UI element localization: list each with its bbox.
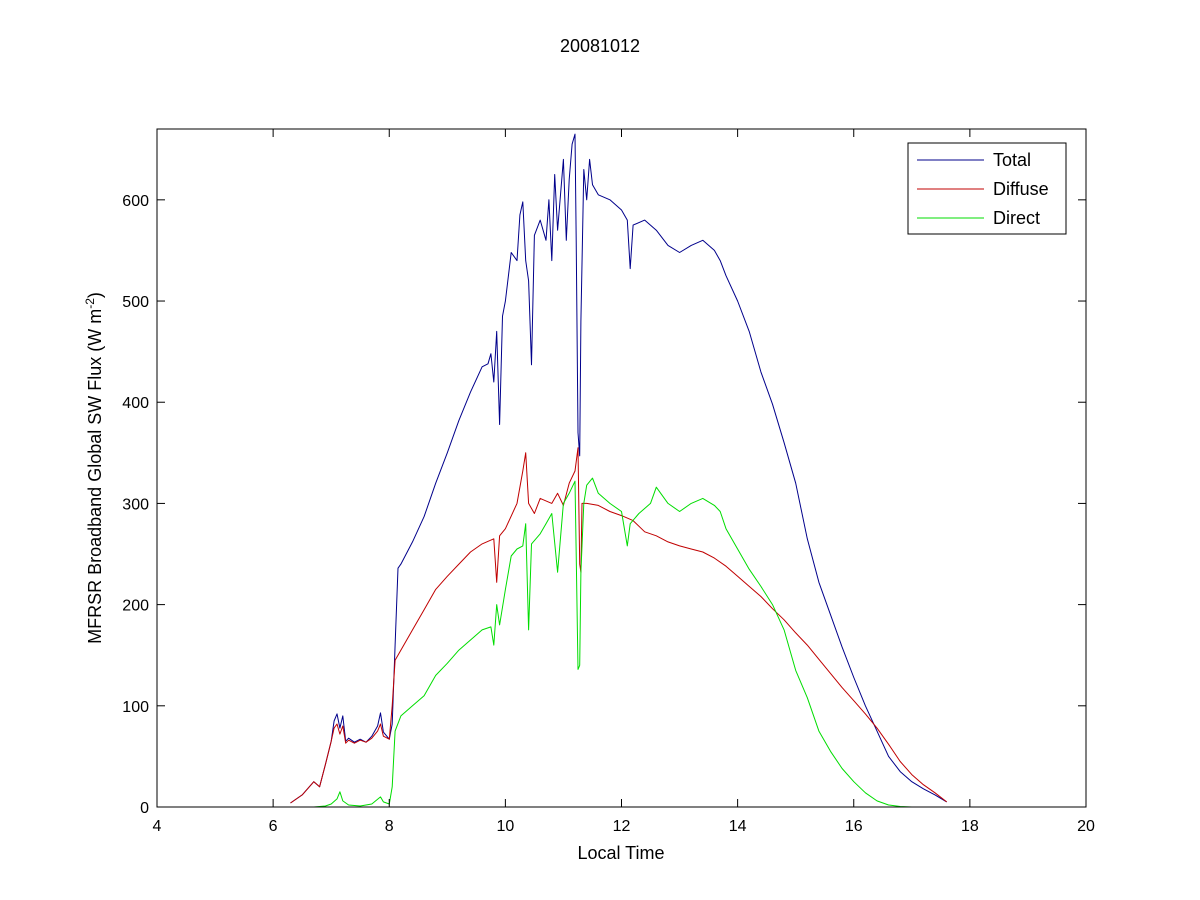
y-axis: 0 100 200 300 400 500 600: [122, 193, 1086, 817]
x-tick-label: 8: [385, 818, 394, 835]
legend-label-total: Total: [993, 150, 1031, 170]
x-tick-label: 4: [153, 818, 162, 835]
x-axis: 4 6 8 10 12 14 16 18 20: [153, 129, 1095, 835]
y-axis-label-main: MFRSR Broadband Global SW Flux (W m: [85, 309, 105, 644]
legend-label-diffuse: Diffuse: [993, 179, 1049, 199]
chart-title: 20081012: [560, 36, 640, 56]
y-tick-label: 500: [122, 294, 149, 311]
y-tick-label: 100: [122, 699, 149, 716]
x-tick-label: 6: [269, 818, 278, 835]
series-line-total: [290, 133, 947, 804]
x-axis-label: Local Time: [577, 843, 664, 863]
x-tick-label: 20: [1077, 818, 1095, 835]
y-axis-label-superscript: -2: [83, 298, 97, 309]
x-tick-label: 12: [613, 818, 631, 835]
series-line-direct: [313, 477, 924, 807]
series-line-diffuse: [290, 447, 948, 804]
legend: Total Diffuse Direct: [907, 142, 1067, 235]
y-axis-label-end: ): [85, 292, 105, 298]
y-tick-label: 300: [122, 496, 149, 513]
x-tick-label: 18: [961, 818, 979, 835]
y-tick-label: 400: [122, 395, 149, 412]
x-tick-label: 14: [729, 818, 747, 835]
y-axis-label: MFRSR Broadband Global SW Flux (W m-2): [83, 292, 105, 644]
y-tick-label: 0: [140, 800, 149, 817]
legend-label-direct: Direct: [993, 208, 1040, 228]
x-tick-label: 10: [496, 818, 514, 835]
y-tick-label: 600: [122, 193, 149, 210]
x-tick-label: 16: [845, 818, 863, 835]
y-tick-label: 200: [122, 598, 149, 615]
